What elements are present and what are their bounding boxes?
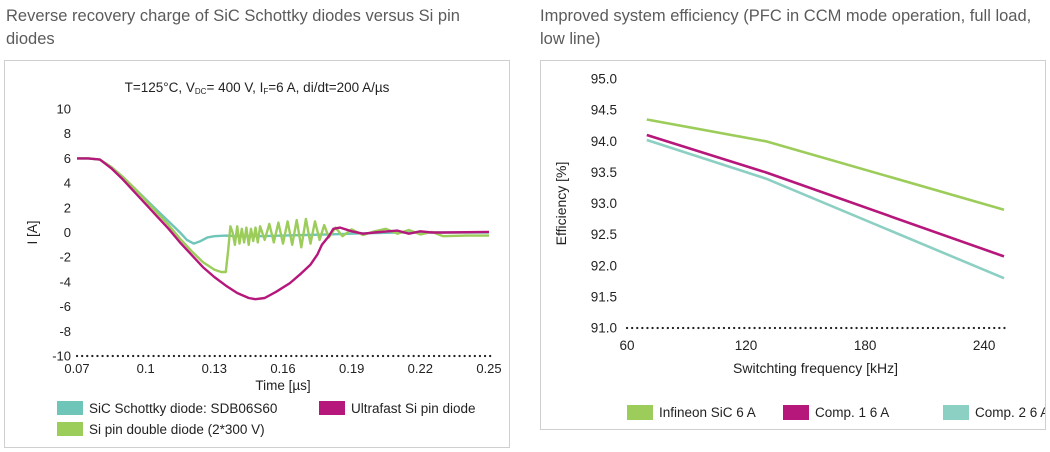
y-tick-label: -4	[59, 274, 71, 289]
x-tick-label: 0.19	[339, 361, 364, 376]
x-tick-label: 0.16	[270, 361, 295, 376]
x-tick-label: 120	[735, 338, 758, 353]
y-axis-label: Efficiency [%]	[553, 162, 569, 246]
efficiency-chart-panel: 95.0 94.5 94.0 93.5 93.0 92.5 92.0 91.5 91.0 60 12…	[540, 60, 1049, 430]
legend-swatch	[943, 405, 969, 420]
y-tick-label: 91.5	[591, 289, 617, 304]
legend-swatch	[57, 422, 83, 436]
y-tick-label: -10	[52, 349, 71, 364]
y-tick-label: -6	[59, 299, 71, 314]
legend-label: SiC Schottky diode: SDB06S60	[89, 401, 277, 416]
x-tick-label: 0.07	[64, 361, 89, 376]
y-tick-label: 8	[64, 126, 71, 141]
x-axis-label: Time [µs]	[255, 378, 310, 393]
right-chart-heading: Improved system efficiency (PFC in CCM m…	[540, 7, 1032, 48]
efficiency-chart: 95.0 94.5 94.0 93.5 93.0 92.5 92.0 91.5 91.060 12…	[553, 72, 1049, 420]
chart-title-part-v: = 400 V, I	[206, 80, 263, 95]
legend-swatch	[319, 401, 345, 415]
y-tick-label: 93.0	[591, 196, 617, 211]
legend-label: Comp. 2 6 A	[975, 405, 1045, 420]
y-tick-label: 91.0	[591, 321, 617, 336]
chart-title-part-f: F	[263, 87, 268, 96]
y-tick-label: 94.0	[591, 134, 617, 149]
x-tick-label: 0.22	[408, 361, 433, 376]
y-tick-label: 95.0	[591, 72, 617, 87]
y-tick-label: 6	[64, 151, 71, 166]
y-tick-label: 2	[64, 200, 71, 215]
chart-title-part-i: =6 A, di/dt=200 A/µs	[268, 80, 389, 95]
series-line-1	[77, 157, 490, 301]
chart-title-part-t: T=125°C, V	[125, 80, 195, 95]
series-line-0	[646, 118, 1005, 211]
y-tick-label: 92.5	[591, 227, 617, 242]
legend-label: Si pin double diode (2*300 V)	[89, 422, 265, 437]
series-line-2	[646, 138, 1005, 280]
x-tick-label: 240	[973, 338, 996, 353]
x-tick-label: 0.25	[476, 361, 501, 376]
legend-label: Infineon SiC 6 A	[659, 405, 756, 420]
y-axis-label: I [A]	[25, 220, 40, 244]
series-line-1	[646, 133, 1005, 258]
y-tick-label: 94.5	[591, 103, 617, 118]
y-tick-label: -2	[59, 250, 71, 265]
left-chart-heading: Reverse recovery charge of SiC Schottky …	[6, 7, 460, 48]
x-tick-label: 0.1	[137, 361, 155, 376]
y-tick-label: 10	[57, 102, 71, 117]
legend-swatch	[783, 405, 809, 420]
reverse-recovery-chart-panel: T=125°C, VDC= 400 V, IF=6 A, di/dt=200 A…	[4, 60, 510, 448]
legend-label: Ultrafast Si pin diode	[351, 401, 476, 416]
legend-swatch	[627, 405, 653, 420]
series-line-2	[77, 157, 489, 274]
chart-title: T=125°C, VDC= 400 V, IF=6 A, di/dt=200 A…	[125, 80, 390, 96]
y-tick-label: 93.5	[591, 165, 617, 180]
chart-title-part-dc: DC	[195, 87, 207, 96]
x-tick-label: 180	[854, 338, 877, 353]
x-axis-label: Switchting frequency [kHz]	[733, 360, 898, 376]
legend-swatch	[57, 401, 83, 415]
legend-label: Comp. 1 6 A	[815, 405, 889, 420]
y-tick-label: 0	[64, 225, 71, 240]
x-tick-label: 0.13	[202, 361, 227, 376]
y-tick-label: 92.0	[591, 258, 617, 273]
reverse-recovery-chart: T=125°C, VDC= 400 V, IF=6 A, di/dt=200 A…	[25, 80, 502, 437]
y-tick-label: 4	[64, 176, 71, 191]
y-tick-label: -8	[59, 324, 71, 339]
x-tick-label: 60	[619, 338, 634, 353]
